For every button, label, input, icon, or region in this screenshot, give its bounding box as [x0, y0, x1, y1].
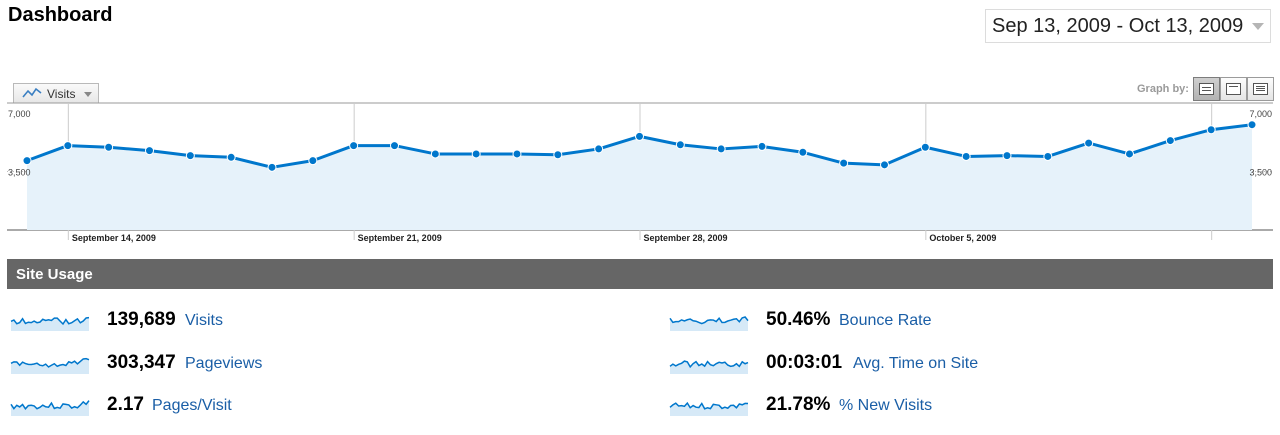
bounce-rate-sparkline [669, 316, 749, 331]
visits-sparkline [10, 316, 90, 331]
site-usage-header: Site Usage [7, 259, 1273, 289]
metric-selector[interactable]: Visits [13, 83, 99, 103]
data-point [267, 162, 277, 172]
x-tick-label: September 14, 2009 [72, 233, 156, 243]
pageviews-sparkline [10, 357, 90, 374]
month-view-icon [1253, 83, 1268, 95]
pages-per-visit-sparkline [10, 400, 90, 416]
stat-bounce-rate: 50.46% Bounce Rate [669, 309, 1229, 333]
graph-by-week-button[interactable] [1220, 77, 1247, 101]
data-point [675, 140, 685, 150]
graph-by-day-button[interactable] [1193, 77, 1220, 101]
data-point [798, 147, 808, 157]
y-tick-label-right: 3,500 [1249, 168, 1272, 178]
y-tick-label-left: 7,000 [8, 109, 31, 119]
data-point [1084, 138, 1094, 148]
data-point [1002, 151, 1012, 161]
data-point [145, 146, 154, 156]
sparkline-area [11, 317, 89, 331]
stat-value: 00:03:01 [766, 352, 843, 373]
data-point [1247, 120, 1257, 130]
sparkline-line [669, 360, 749, 369]
data-point [961, 151, 971, 161]
data-point [1125, 149, 1134, 159]
visits-chart: 7,000 7,000 3,500 3,500 September 14, 2009 Se… [7, 102, 1273, 243]
data-point [1165, 136, 1175, 146]
data-point [594, 144, 604, 154]
stat-value: 139,689 [107, 309, 176, 330]
sparkline-line [669, 401, 749, 410]
metric-selector-label: Visits [47, 87, 76, 101]
stat-visits: 139,689 Visits [10, 309, 510, 333]
x-tick-label: October 5, 2009 [929, 233, 996, 243]
data-point [22, 156, 32, 166]
data-point [63, 141, 73, 151]
week-view-icon [1226, 83, 1241, 95]
stat-new-visits: 21.78% % New Visits [669, 394, 1229, 418]
avg-time-on-site-sparkline [669, 360, 749, 374]
sparkline-area [670, 403, 748, 416]
data-point [104, 142, 114, 152]
data-point [1043, 151, 1053, 161]
data-point [1206, 125, 1216, 135]
sparkline-area [11, 400, 89, 416]
sparkline-area [670, 361, 748, 374]
pageviews-link[interactable]: Pageviews [185, 355, 263, 372]
day-view-icon [1199, 83, 1214, 95]
avg-time-on-site-link[interactable]: Avg. Time on Site [853, 355, 979, 372]
bounce-rate-link[interactable]: Bounce Rate [839, 312, 932, 329]
data-point [512, 149, 522, 159]
stat-pageviews: 303,347 Pageviews [10, 352, 510, 376]
page-title: Dashboard [8, 4, 113, 26]
graph-by-label: Graph by: [1137, 83, 1189, 95]
data-point [430, 149, 440, 159]
sparkline-area [670, 317, 748, 331]
data-point [185, 151, 195, 161]
graph-by-month-button[interactable] [1247, 77, 1274, 101]
pages-per-visit-link[interactable]: Pages/Visit [152, 397, 232, 414]
sparkline-line [10, 400, 90, 410]
stat-value: 2.17 [107, 394, 144, 415]
caret-down-icon [84, 92, 92, 97]
data-point [920, 142, 930, 152]
visits-link[interactable]: Visits [185, 312, 223, 329]
new-visits-link[interactable]: % New Visits [839, 397, 933, 414]
stat-value: 50.46% [766, 309, 831, 330]
data-point [880, 160, 889, 170]
sparkline-line [669, 316, 749, 325]
stat-value: 21.78% [766, 394, 831, 415]
date-range-selector[interactable]: Sep 13, 2009 - Oct 13, 2009 [985, 9, 1271, 43]
y-tick-label-left: 3,500 [8, 168, 31, 178]
data-point [553, 150, 563, 160]
y-tick-label-right: 7,000 [1249, 109, 1272, 119]
data-point [349, 141, 359, 151]
data-point [839, 158, 849, 168]
data-point [308, 156, 318, 166]
data-point [757, 141, 767, 151]
data-point [716, 144, 726, 154]
line-chart-icon [22, 87, 42, 98]
stat-avg-time-on-site: 00:03:01 Avg. Time on Site [669, 352, 1229, 376]
sparkline-line [10, 357, 90, 368]
data-point [390, 141, 399, 151]
stat-pages-per-visit: 2.17 Pages/Visit [10, 394, 510, 418]
chevron-down-icon[interactable] [1246, 10, 1270, 42]
data-point [226, 152, 236, 162]
x-tick-label: September 21, 2009 [358, 233, 442, 243]
data-point [471, 149, 481, 159]
new-visits-sparkline [669, 401, 749, 416]
sparkline-line [10, 316, 90, 326]
visits-area [27, 124, 1252, 230]
stat-value: 303,347 [107, 352, 176, 373]
date-range-label: Sep 13, 2009 - Oct 13, 2009 [992, 15, 1244, 37]
data-point [635, 131, 644, 141]
x-tick-label: September 28, 2009 [644, 233, 728, 243]
